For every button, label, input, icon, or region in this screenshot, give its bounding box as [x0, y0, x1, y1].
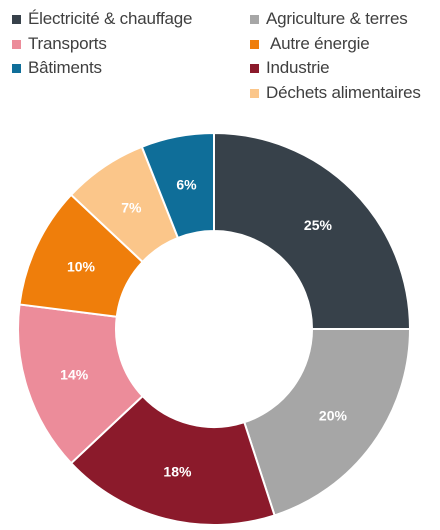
legend-label: Industrie	[266, 58, 330, 77]
slice-labels: 25% 20% 18% 14% 10% 7% 6%	[60, 177, 347, 480]
slice-value-label: 10%	[67, 258, 96, 274]
donut-slice	[213, 131, 412, 330]
legend-item-electricite-chauffage: Électricité & chauffage	[12, 8, 192, 30]
slice-value-label: 14%	[60, 366, 89, 382]
legend-item-industrie: Industrie	[250, 57, 330, 79]
legend-label: Bâtiments	[28, 58, 102, 77]
legend-swatch	[12, 63, 21, 73]
legend-item-autre-energie: Autre énergie	[250, 33, 370, 55]
legend-item-batiments: Bâtiments	[12, 57, 102, 79]
chart-legend: Électricité & chauffage Agriculture & te…	[0, 0, 440, 110]
slice-value-label: 6%	[176, 177, 197, 193]
legend-label: Agriculture & terres	[266, 9, 408, 28]
legend-label: Transports	[28, 34, 107, 53]
donut-slice	[140, 131, 215, 240]
legend-item-dechets-alimentaires: Déchets alimentaires	[250, 82, 421, 104]
legend-label: Autre énergie	[270, 34, 370, 53]
legend-item-transports: Transports	[12, 33, 107, 55]
legend-swatch	[250, 63, 259, 73]
slice-value-label: 25%	[304, 217, 333, 233]
donut-slice	[69, 394, 276, 526]
legend-swatch	[12, 14, 21, 24]
legend-swatch	[12, 39, 21, 49]
slice-value-label: 20%	[319, 407, 348, 423]
legend-item-agriculture-terres: Agriculture & terres	[250, 8, 408, 30]
legend-label: Déchets alimentaires	[266, 83, 421, 102]
donut-slice	[243, 328, 412, 517]
legend-label: Électricité & chauffage	[28, 9, 193, 28]
legend-swatch	[250, 39, 259, 49]
slice-value-label: 18%	[163, 463, 192, 479]
slice-value-label: 7%	[121, 199, 142, 215]
legend-swatch	[250, 14, 259, 24]
donut-slices	[17, 131, 412, 526]
legend-swatch	[250, 88, 259, 98]
